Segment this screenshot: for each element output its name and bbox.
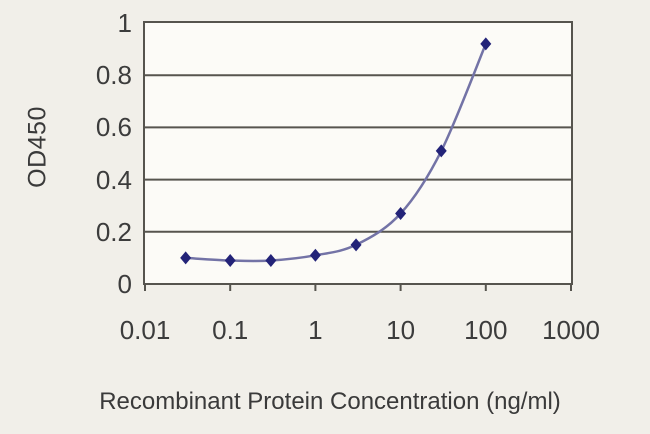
y-tick-label: 0.4 xyxy=(95,164,132,195)
data-point-marker xyxy=(309,248,321,262)
y-tick-label: 0 xyxy=(117,269,132,299)
x-tick-label: 1000 xyxy=(542,315,600,345)
y-axis-title: OD450 xyxy=(23,106,52,188)
y-tick-label: 0.6 xyxy=(95,112,132,143)
plot-area xyxy=(143,21,573,291)
y-tick-label: 0.8 xyxy=(95,60,132,91)
data-point-marker xyxy=(265,254,277,268)
data-point-marker xyxy=(180,251,192,265)
plot-frame xyxy=(143,21,573,285)
x-axis-title: Recombinant Protein Concentration (ng/ml… xyxy=(99,388,561,415)
x-tick-label: 0.1 xyxy=(212,315,249,345)
data-point-marker xyxy=(395,207,407,221)
data-point-marker xyxy=(224,254,236,268)
data-point-marker xyxy=(480,37,492,51)
y-tick-label: 0.2 xyxy=(95,216,132,247)
y-tick-label: 1 xyxy=(117,8,132,38)
data-point-marker xyxy=(350,238,362,252)
x-tick-label: 0.01 xyxy=(119,315,171,345)
x-tick-label: 10 xyxy=(386,315,416,345)
x-tick-label: 100 xyxy=(464,315,508,345)
x-tick-label: 1 xyxy=(308,315,323,345)
data-point-marker xyxy=(435,144,447,158)
